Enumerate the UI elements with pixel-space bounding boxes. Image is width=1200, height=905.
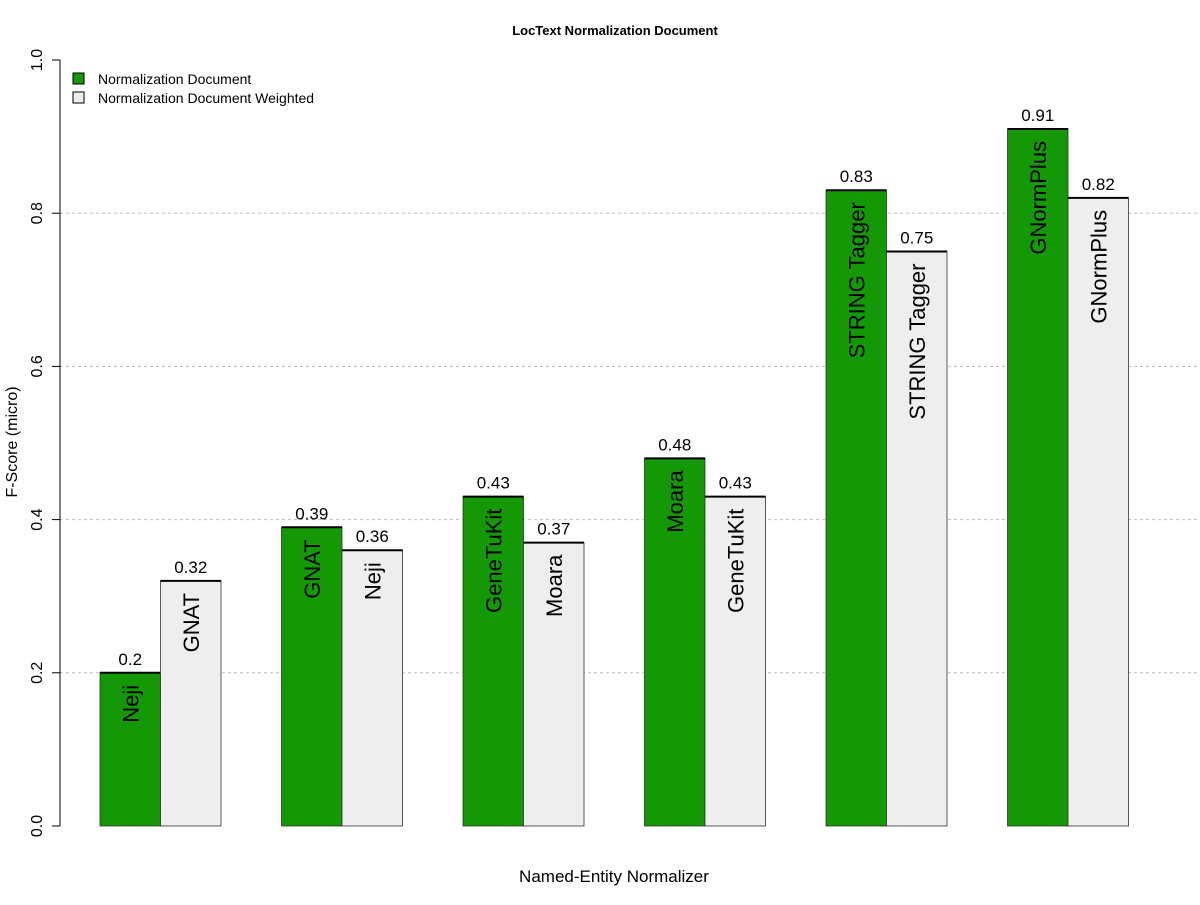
legend-label-series-2: Normalization Document Weighted <box>98 90 314 106</box>
bar-value-label: 0.91 <box>1021 106 1054 125</box>
bar-value-label: 0.75 <box>900 229 933 248</box>
bar-name-label: GNAT <box>300 539 325 598</box>
bar-name-label: GeneTuKit <box>481 509 506 613</box>
chart-title: LocText Normalization Document <box>512 23 718 38</box>
bar-normalization-document-weighted <box>341 549 403 827</box>
bar-name-label: Neji <box>360 562 385 600</box>
bar-name-label: Moara <box>542 554 567 617</box>
bar-name-label: Moara <box>663 470 688 533</box>
bar-name-label: STRING Tagger <box>905 264 930 420</box>
bar-normalization-document <box>825 189 887 827</box>
y-tick-label: 0.4 <box>29 508 46 530</box>
bar-name-label: STRING Tagger <box>844 202 869 358</box>
y-tick-label: 0.6 <box>29 355 46 377</box>
bar-name-label: GNormPlus <box>1026 141 1051 255</box>
bar-normalization-document <box>462 496 524 827</box>
bar-name-label: Neji <box>118 685 143 723</box>
y-tick-label: 0.8 <box>29 202 46 224</box>
legend-swatch-series-1 <box>72 72 85 85</box>
x-axis-label: Named-Entity Normalizer <box>519 867 709 886</box>
y-axis-label: F-Score (micro) <box>4 386 21 497</box>
y-tick-label: 1.0 <box>29 49 46 71</box>
bar-value-label: 0.39 <box>295 504 328 523</box>
bar-name-label: GNormPlus <box>1086 210 1111 324</box>
bar-value-label: 0.83 <box>840 167 873 186</box>
bar-normalization-document <box>281 526 343 827</box>
bar-normalization-document-weighted <box>886 251 948 827</box>
bars: 0.2 Neji 0.32 GNAT 0.39 GNAT 0.36 Neji 0.43 GeneT… <box>99 106 1129 827</box>
legend-label-series-1: Normalization Document <box>98 71 251 87</box>
legend-swatch-series-2 <box>72 91 85 104</box>
bar-value-label: 0.36 <box>356 527 389 546</box>
y-tick-label: 0.2 <box>29 662 46 684</box>
bar-normalization-document <box>644 457 706 827</box>
bar-value-label: 0.82 <box>1082 175 1115 194</box>
bar-value-label: 0.43 <box>719 474 752 493</box>
bar-name-label: GNAT <box>179 593 204 652</box>
bar-value-label: 0.2 <box>118 650 142 669</box>
y-tick-label: 0.0 <box>29 815 46 837</box>
bar-normalization-document <box>99 672 161 827</box>
bar-value-label: 0.37 <box>537 520 570 539</box>
bar-name-label: GeneTuKit <box>723 509 748 613</box>
bar-normalization-document-weighted <box>704 496 766 827</box>
bar-value-label: 0.43 <box>477 474 510 493</box>
bar-normalization-document-weighted <box>523 542 585 827</box>
legend: Normalization Document Normalization Doc… <box>72 71 314 106</box>
bar-value-label: 0.32 <box>174 558 207 577</box>
bar-normalization-document-weighted <box>160 580 222 827</box>
y-axis: 0.0 0.2 0.4 0.6 0.8 1.0 <box>29 49 61 837</box>
bar-value-label: 0.48 <box>658 435 691 454</box>
